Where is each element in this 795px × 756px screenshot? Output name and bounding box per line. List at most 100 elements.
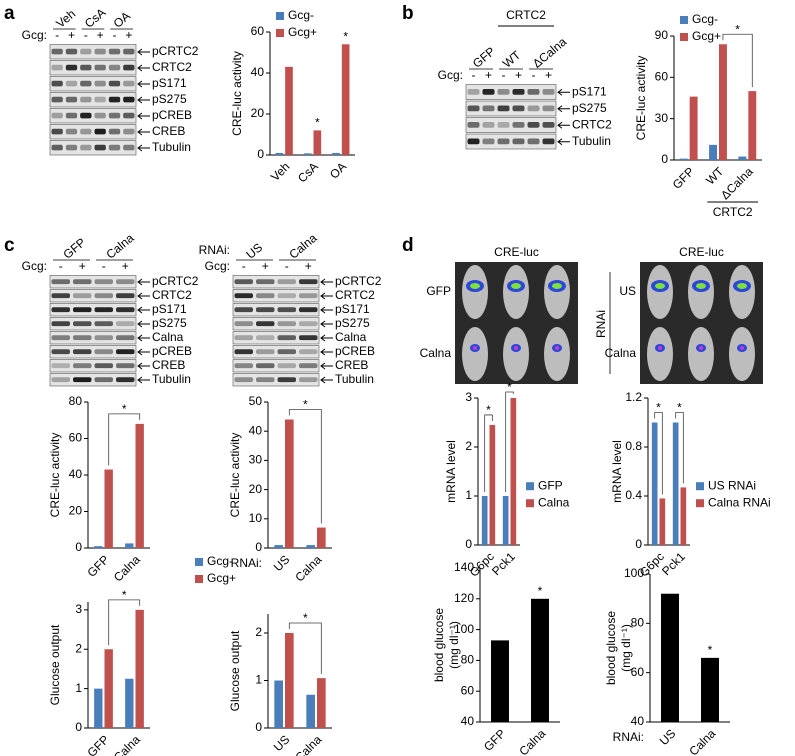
blot-band xyxy=(542,105,555,112)
blot-row-label: CRTC2 xyxy=(152,288,192,302)
y-tick-label: 20 xyxy=(251,106,265,120)
y-tick-label: 40 xyxy=(251,65,265,79)
y-tick-label: 60 xyxy=(461,683,475,697)
y-tick-label: 40 xyxy=(631,714,645,728)
bar xyxy=(104,649,113,728)
y-axis-label: CRE-luc activity xyxy=(230,51,244,136)
y-axis-label: Glucose output xyxy=(48,624,62,705)
arrow xyxy=(320,376,333,384)
blot-strip xyxy=(49,275,137,289)
blot-row-label: CREB xyxy=(152,358,185,372)
arrow xyxy=(137,334,150,342)
blot-band xyxy=(51,293,70,299)
blot-band xyxy=(116,307,135,313)
x-tick-label: US xyxy=(271,552,293,574)
blot-band xyxy=(65,80,78,87)
blot-band xyxy=(80,144,92,151)
x-tick-label: GFP xyxy=(85,552,112,579)
blot-row-label: pS171 xyxy=(152,76,187,90)
blot-band xyxy=(256,363,275,369)
blot-band xyxy=(108,144,121,151)
x-tick-label: CsA xyxy=(295,159,321,185)
significance: * xyxy=(303,611,308,625)
bar xyxy=(125,543,134,548)
bar xyxy=(719,44,727,161)
signal-inner xyxy=(555,346,559,350)
y-axis-label: blood glucose xyxy=(432,608,446,682)
blot-band xyxy=(123,128,135,135)
significance-bracket xyxy=(288,409,322,524)
significance-bracket xyxy=(675,412,684,484)
blot-strip xyxy=(49,92,137,108)
blot-band xyxy=(73,377,92,383)
y-tick-label: 40 xyxy=(461,714,475,728)
group-label: CRTC2 xyxy=(506,8,546,22)
significance-bracket xyxy=(654,412,663,495)
blot-row-label: pS171 xyxy=(572,84,607,98)
blot-band xyxy=(299,293,318,299)
x-tick-label: WT xyxy=(703,164,727,188)
mouse xyxy=(503,327,529,381)
blot-band xyxy=(73,307,92,313)
bar xyxy=(680,487,687,545)
blot-band xyxy=(51,48,63,55)
treatment-sign: + xyxy=(545,68,552,82)
blot-band xyxy=(542,88,555,95)
y-tick-label: 20 xyxy=(69,504,83,518)
arrow xyxy=(320,334,333,342)
y-tick-label: 60 xyxy=(69,431,83,445)
blot-band xyxy=(482,88,495,95)
blot-band xyxy=(80,80,92,87)
legend-label: Gcg+ xyxy=(288,25,317,39)
imaging-title: CRE-luc xyxy=(494,245,539,259)
treatment-sign: + xyxy=(515,68,522,82)
imaging-row-label: GFP xyxy=(426,284,451,298)
bar xyxy=(738,156,747,160)
lane-label: ΔCalna xyxy=(530,34,569,70)
bar xyxy=(679,158,688,160)
treatment-sign: - xyxy=(59,259,63,273)
blot-band xyxy=(277,293,296,299)
bar xyxy=(332,152,340,155)
arrow xyxy=(137,80,150,88)
y-axis-label: CRE-luc activity xyxy=(634,56,648,141)
blot-band xyxy=(108,80,121,87)
bar xyxy=(341,44,350,155)
blot-band xyxy=(51,64,63,71)
blot-band xyxy=(51,279,70,285)
arrow xyxy=(320,278,333,286)
bar xyxy=(274,680,283,728)
blot-band xyxy=(94,279,113,285)
bar xyxy=(285,66,293,155)
blot-band xyxy=(94,112,106,119)
y-tick-label: 0 xyxy=(75,540,82,554)
blot-band xyxy=(116,363,135,369)
blot-band xyxy=(94,377,113,383)
blot-row-label: pS275 xyxy=(335,316,370,330)
bar xyxy=(502,496,509,545)
arrow xyxy=(137,306,150,314)
y-tick-label: 20 xyxy=(249,482,263,496)
treatment-sign: - xyxy=(55,28,59,42)
bar xyxy=(104,469,113,548)
blot-band xyxy=(80,64,92,71)
bar xyxy=(313,130,322,155)
bar xyxy=(481,496,488,545)
blot-row-label: pS171 xyxy=(152,302,187,316)
y-tick-label: 80 xyxy=(631,616,645,630)
treatment-sign: + xyxy=(79,259,86,273)
legend-swatch xyxy=(526,482,534,491)
y-tick-label: 30 xyxy=(655,111,669,125)
significance-bracket xyxy=(505,391,514,492)
arrow xyxy=(320,320,333,328)
y-axis-label: Glucose output xyxy=(228,630,242,711)
y-axis-label: (mg dl⁻¹) xyxy=(447,621,461,669)
blot-band xyxy=(277,363,296,369)
y-axis-label: mRNA level xyxy=(444,440,458,503)
significance: * xyxy=(677,401,682,415)
y-tick-label: 2 xyxy=(255,625,262,639)
blot-band xyxy=(108,112,121,119)
blot-band xyxy=(482,105,495,112)
blot-band xyxy=(73,349,92,355)
bar xyxy=(661,593,679,722)
